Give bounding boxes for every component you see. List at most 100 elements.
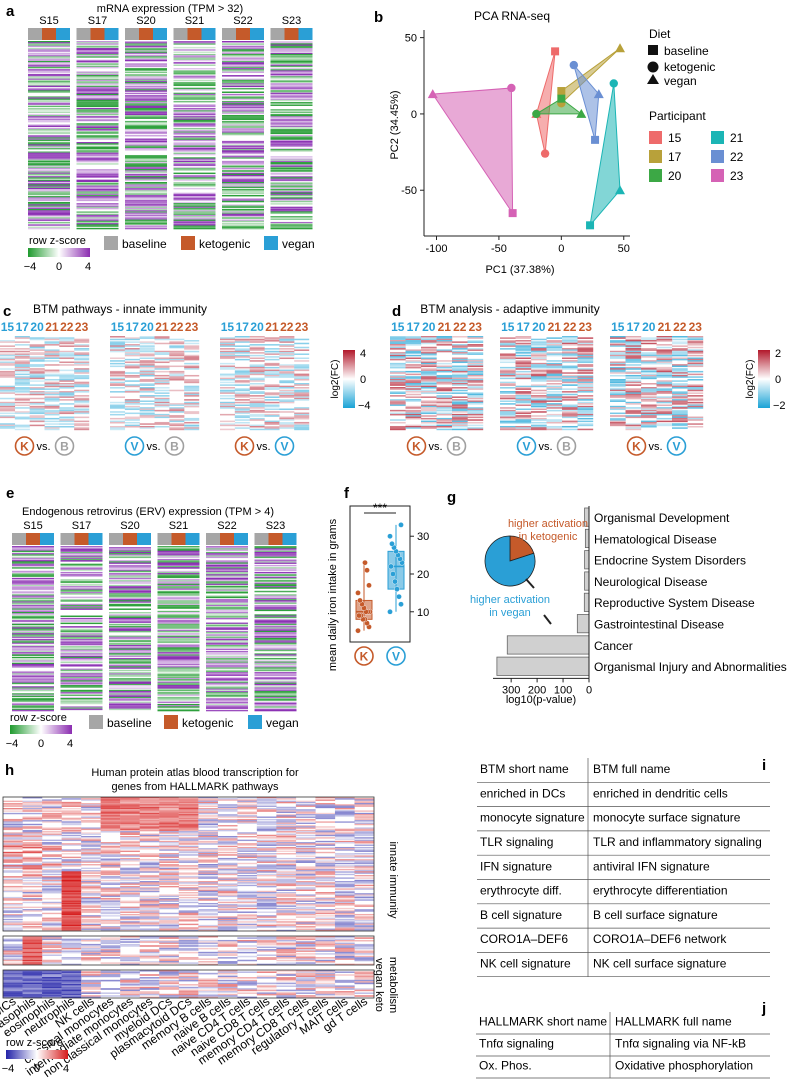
participant-heatmap-row bbox=[12, 612, 54, 614]
participant-heatmap-row bbox=[125, 46, 167, 49]
heatmap-cell bbox=[452, 408, 468, 411]
heatmap-cell bbox=[22, 894, 43, 896]
heatmap-cell bbox=[625, 348, 642, 350]
heatmap-cell bbox=[256, 937, 277, 939]
heatmap-cell bbox=[61, 821, 82, 823]
participant-heatmap-row bbox=[157, 673, 200, 675]
heatmap-cell bbox=[0, 405, 16, 408]
heatmap-cell bbox=[120, 906, 140, 909]
heatmap-cell bbox=[276, 829, 297, 832]
participant-heatmap-row bbox=[28, 45, 70, 48]
heatmap-cell bbox=[641, 368, 657, 370]
heatmap-cell bbox=[237, 890, 258, 893]
heatmap-cell bbox=[234, 381, 250, 384]
participant-heatmap-row bbox=[254, 645, 297, 647]
participant-heatmap-row bbox=[173, 71, 216, 74]
heatmap-cell bbox=[354, 831, 375, 833]
heatmap-cell bbox=[139, 409, 155, 412]
heatmap-cell bbox=[237, 896, 258, 899]
heatmap-cell bbox=[610, 384, 626, 386]
participant-heatmap-row bbox=[109, 576, 151, 579]
participant-heatmap-row bbox=[254, 586, 297, 588]
participant-heatmap-row bbox=[270, 212, 313, 215]
heatmap-cell bbox=[672, 364, 688, 366]
heatmap-cell bbox=[22, 868, 43, 871]
heatmap-cell bbox=[139, 389, 155, 392]
participant-heatmap-row bbox=[254, 663, 297, 666]
heatmap-cell bbox=[154, 361, 170, 364]
heatmap-cell bbox=[139, 396, 155, 398]
panel-e-scale-title: row z-score bbox=[10, 712, 67, 724]
heatmap-cell bbox=[452, 407, 468, 409]
participant-heatmap-row bbox=[173, 49, 216, 51]
participant-heatmap-row bbox=[270, 142, 313, 144]
heatmap-cell bbox=[315, 893, 336, 895]
heatmap-cell bbox=[294, 373, 310, 376]
heatmap-cell bbox=[546, 337, 563, 339]
participant-heatmap-row bbox=[109, 643, 151, 646]
participant-heatmap-row bbox=[76, 221, 119, 224]
heatmap-cell bbox=[531, 352, 547, 354]
participant-heatmap-row bbox=[76, 53, 119, 56]
participant-heatmap-row bbox=[173, 86, 216, 89]
heatmap-cell bbox=[562, 405, 578, 408]
participant-heatmap-row bbox=[109, 630, 151, 633]
participant-heatmap bbox=[270, 41, 313, 230]
heatmap-cell bbox=[295, 853, 316, 855]
heatmap-cell bbox=[237, 818, 258, 821]
heatmap-cell bbox=[120, 801, 140, 804]
participant-heatmap-row bbox=[125, 218, 167, 220]
comparison-heatmap bbox=[0, 336, 90, 431]
heatmap-cell bbox=[276, 837, 297, 839]
heatmap-cell bbox=[42, 839, 62, 842]
heatmap-cell bbox=[3, 910, 23, 912]
participant-heatmap-row bbox=[206, 681, 248, 684]
participant-heatmap-row bbox=[254, 594, 297, 596]
participant-heatmap-row bbox=[109, 679, 151, 681]
heatmap-cell bbox=[178, 829, 199, 832]
heatmap-cell bbox=[81, 921, 101, 923]
heatmap-cell bbox=[217, 879, 238, 882]
heatmap-cell bbox=[159, 844, 179, 846]
heatmap-cell bbox=[169, 346, 185, 349]
heatmap-cell bbox=[110, 362, 126, 365]
heatmap-cell bbox=[641, 377, 657, 380]
heatmap-cell bbox=[0, 401, 16, 404]
heatmap-cell bbox=[217, 884, 238, 887]
heatmap-cell bbox=[110, 381, 126, 384]
heatmap-cell bbox=[531, 357, 547, 360]
heatmap-cell bbox=[315, 892, 336, 894]
heatmap-cell bbox=[139, 912, 160, 915]
heatmap-cell bbox=[294, 392, 310, 394]
heatmap-cell bbox=[178, 877, 199, 879]
heatmap-cell bbox=[178, 867, 199, 870]
heatmap-cell bbox=[295, 870, 316, 872]
heatmap-cell bbox=[405, 385, 422, 388]
heatmap-cell bbox=[237, 941, 258, 943]
heatmap-cell bbox=[421, 411, 437, 413]
heatmap-cell bbox=[390, 370, 406, 373]
heatmap-cell bbox=[81, 918, 101, 921]
participant-heatmap-row bbox=[109, 660, 151, 662]
participant-heatmap-row bbox=[76, 216, 119, 218]
heatmap-cell bbox=[139, 814, 160, 816]
heatmap-cell bbox=[220, 353, 236, 355]
panel-label-b: b bbox=[374, 9, 383, 26]
heatmap-cell bbox=[59, 354, 75, 357]
heatmap-cell bbox=[61, 862, 82, 865]
participant-heatmap-row bbox=[157, 576, 200, 579]
heatmap-cell bbox=[436, 374, 453, 377]
panel-c-tick-min: −4 bbox=[358, 400, 371, 412]
heatmap-cell bbox=[452, 425, 468, 428]
heatmap-cell bbox=[198, 892, 218, 894]
heatmap-cell bbox=[467, 403, 484, 405]
heatmap-cell bbox=[74, 404, 90, 407]
participant-heatmap-row bbox=[222, 198, 264, 200]
heatmap-cell bbox=[198, 807, 218, 810]
heatmap-cell bbox=[687, 405, 704, 408]
heatmap-cell bbox=[81, 884, 101, 887]
participant-heatmap-row bbox=[28, 57, 70, 59]
participant-heatmap-row bbox=[125, 203, 167, 205]
participant-heatmap-row bbox=[254, 627, 297, 629]
